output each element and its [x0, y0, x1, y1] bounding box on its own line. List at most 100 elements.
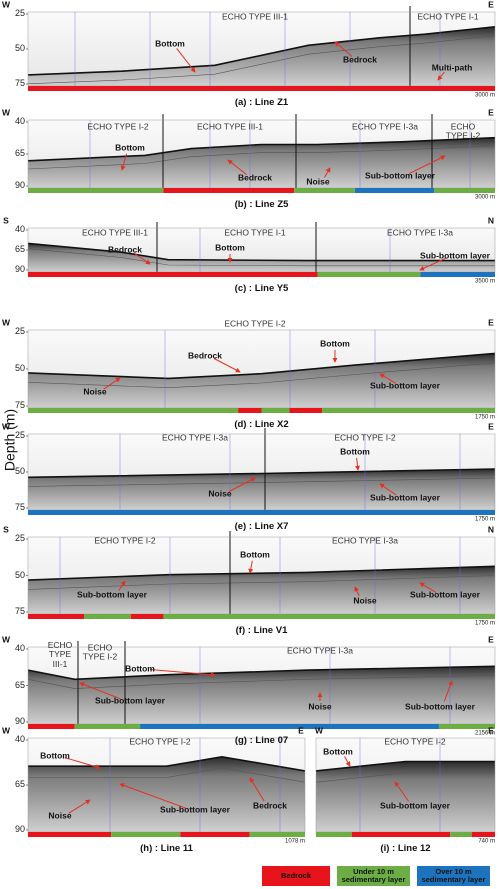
direction-right: E	[488, 634, 494, 645]
panel-caption: (c) : Line Y5	[234, 282, 289, 294]
annotation-label: Bedrock	[237, 172, 273, 183]
seabed-line	[27, 468, 496, 479]
annotation-label: Bottom	[40, 750, 70, 761]
direction-right: E	[488, 317, 494, 328]
annotation-label: Sub-bottom layer	[365, 170, 435, 181]
class-bar	[322, 408, 495, 413]
seabed-line	[315, 760, 495, 772]
depth-tick-label: 90	[14, 716, 25, 727]
scale-label: 1750 m	[474, 620, 495, 627]
seabed-line	[27, 352, 496, 380]
echo-type-label: ECHO TYPE I-3a	[287, 645, 353, 656]
echo-type-label: ECHO TYPE I-2	[87, 121, 149, 132]
depth-tick-label: 40	[14, 116, 25, 127]
annotation-label: Sub-bottom layer	[95, 695, 165, 706]
direction-right: N	[487, 524, 495, 535]
depth-tick-label: 90	[14, 180, 25, 191]
class-bar	[28, 614, 85, 619]
annotation-arrow	[228, 477, 256, 492]
annotation-arrow	[149, 668, 216, 678]
echo-type-label: ECHO TYPE I-2	[384, 736, 446, 747]
annotation-label: Bottom	[125, 663, 155, 674]
annotation-label: Bedrock	[187, 350, 223, 361]
annotation-arrow	[419, 257, 446, 271]
depth-tick-label: 40	[14, 224, 25, 235]
sonar-sediment	[28, 756, 305, 832]
direction-right: E	[488, 725, 494, 736]
echo-type-label: ECHO TYPE I-2	[94, 535, 156, 546]
panel-caption: (f) : Line V1	[235, 624, 288, 636]
annotation-arrow	[419, 582, 437, 593]
depth-tick-label: 90	[14, 824, 25, 835]
echo-type-label: ECHO TYPE I-3a	[162, 432, 228, 443]
class-bar	[316, 832, 352, 837]
annotation-label: Noise	[353, 595, 377, 606]
sonar-sediment	[28, 26, 495, 86]
annotation-arrow	[79, 682, 121, 700]
sonar-sediment	[28, 666, 495, 724]
depth-tick-label: 50	[14, 43, 25, 54]
direction-right: E	[298, 725, 304, 736]
direction-right: N	[487, 215, 495, 226]
depth-tick-label: 25	[14, 430, 25, 441]
class-bar	[28, 272, 318, 277]
annotation-label: Bottom	[155, 38, 185, 49]
annotation-label: Sub-bottom layer	[410, 589, 480, 600]
scale-label: 1750 m	[474, 516, 495, 523]
annotation-label: Bottom	[323, 746, 353, 757]
direction-left: W	[314, 725, 324, 736]
depth-tick-label: 40	[14, 734, 25, 745]
class-bar	[450, 832, 472, 837]
class-bar	[238, 408, 262, 413]
direction-left: S	[3, 215, 9, 226]
sonar-sediment	[28, 137, 495, 188]
echo-type-label: ECHO TYPE I-1	[224, 227, 286, 238]
annotation-arrow	[249, 777, 265, 802]
class-bar	[163, 188, 295, 193]
echo-type-label: ECHO TYPE III-1	[47, 639, 73, 669]
legend-item: Bedrock	[262, 866, 330, 886]
echo-type-label: ECHO TYPE I-1	[417, 11, 479, 22]
sub-bottom-line	[315, 772, 495, 783]
annotation-label: Noise	[48, 810, 72, 821]
class-bar	[130, 614, 164, 619]
depth-tick-label: 75	[14, 606, 25, 617]
class-bar	[471, 832, 495, 837]
depth-tick-label: 50	[14, 363, 25, 374]
echo-type-label: ECHO TYPE III-1	[82, 227, 148, 238]
echo-type-label: ECHO TYPE I-3a	[332, 535, 398, 546]
annotation-label: Sub-bottom layer	[380, 800, 450, 811]
depth-tick-label: 50	[14, 569, 25, 580]
panel-caption: (e) : Line X7	[234, 520, 289, 532]
class-bar	[84, 614, 131, 619]
direction-left: W	[1, 634, 11, 645]
seabed-line	[27, 26, 496, 76]
sub-bottom-line	[27, 575, 496, 590]
annotation-label: Sub-bottom layer	[420, 250, 490, 261]
scale-label: 740 m	[478, 838, 495, 845]
annotation-arrow	[133, 252, 151, 265]
scale-label: 2156 m	[474, 730, 495, 737]
class-bar	[354, 188, 435, 193]
annotation-arrow	[354, 586, 360, 597]
direction-left: S	[3, 524, 9, 535]
sonar-sediment	[28, 353, 495, 408]
annotation-label: Bedrock	[342, 54, 378, 65]
annotation-label: Noise	[306, 176, 330, 187]
annotation-label: Sub-bottom layer	[160, 804, 230, 815]
sonar-sediment	[28, 243, 495, 272]
class-bar	[180, 832, 250, 837]
annotation-label: Multi-path	[431, 62, 473, 73]
seabed-line	[27, 665, 496, 681]
annotation-label: Bedrock	[252, 800, 288, 811]
scale-label: 3500 m	[474, 278, 495, 285]
annotation-arrow	[408, 155, 446, 175]
depth-tick-label: 75	[14, 400, 25, 411]
class-bar	[111, 832, 181, 837]
depth-tick-label: 65	[14, 779, 25, 790]
annotation-label: Noise	[308, 701, 332, 712]
panel-caption: (d) : Line X2	[234, 418, 289, 430]
echo-type-label: ECHO TYPE III-1	[222, 11, 288, 22]
annotation-label: Sub-bottom layer	[370, 492, 440, 503]
